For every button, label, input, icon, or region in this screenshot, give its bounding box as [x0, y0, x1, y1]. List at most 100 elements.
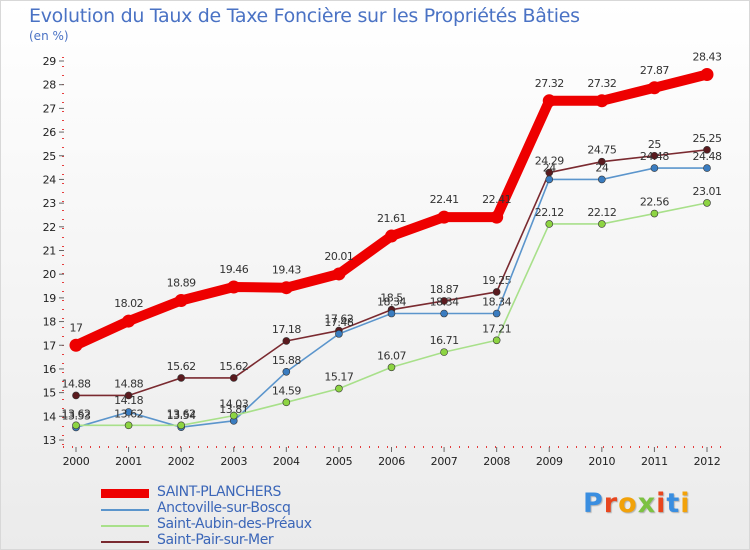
data-point: [598, 175, 606, 184]
data-point: [650, 151, 659, 160]
data-point: [282, 398, 291, 407]
data-point: [174, 293, 188, 307]
data-point: [440, 348, 448, 356]
data-point: [385, 229, 398, 243]
data-point: [542, 94, 556, 108]
data-label: 27.32: [587, 77, 616, 90]
data-label: 18.5: [380, 292, 403, 305]
data-label: 27.87: [640, 64, 669, 77]
data-point: [703, 164, 711, 172]
data-label: 23.01: [693, 185, 722, 198]
data-label: 13.53: [62, 409, 91, 422]
data-label: 17.48: [324, 316, 353, 329]
data-point: [700, 68, 714, 82]
brand-letter: P: [583, 488, 604, 519]
data-label: 19.43: [272, 264, 301, 277]
data-point: [440, 309, 448, 318]
data-point: [387, 309, 396, 318]
y-tick-label: 25: [43, 150, 57, 163]
data-label: 18.34: [482, 296, 511, 309]
data-label: 24.29: [535, 155, 564, 168]
data-point: [332, 267, 346, 281]
data-label: 13.54: [167, 409, 196, 422]
data-label: 19.46: [219, 263, 248, 276]
data-point: [387, 363, 396, 372]
y-tick-label: 22: [43, 221, 56, 234]
data-point: [124, 408, 133, 416]
y-tick-label: 21: [43, 245, 56, 258]
data-label: 15.88: [272, 354, 301, 367]
brand-logo: Proxiti: [583, 488, 691, 519]
data-label: 17.21: [482, 322, 511, 335]
y-tick-label: 26: [43, 126, 57, 139]
data-label: 16.71: [430, 334, 459, 347]
data-label: 24.75: [587, 144, 616, 157]
y-tick-label: 15: [43, 387, 57, 400]
data-label: 19.25: [482, 274, 511, 287]
data-point: [492, 288, 501, 296]
chart-unit: (en %): [29, 29, 69, 43]
data-point: [335, 330, 343, 338]
y-tick-label: 28: [43, 79, 57, 92]
data-label: 18.89: [167, 276, 196, 289]
data-label: 24: [595, 161, 608, 174]
data-label: 17.18: [272, 323, 301, 336]
data-point: [650, 209, 659, 218]
data-point: [229, 411, 238, 420]
data-label: 14.03: [219, 398, 248, 411]
brand-letter: t: [666, 488, 681, 519]
x-tick-label: 2000: [63, 455, 90, 468]
y-tick-label: 29: [43, 55, 57, 68]
data-point: [437, 210, 451, 224]
data-point: [598, 157, 606, 166]
y-tick-label: 17: [43, 339, 57, 352]
data-label: 14.88: [62, 377, 91, 390]
data-point: [282, 337, 291, 345]
y-tick-label: 20: [43, 268, 57, 281]
legend-swatch: [101, 489, 149, 498]
y-tick-label: 27: [43, 102, 57, 115]
data-point: [279, 281, 293, 295]
legend-label: Saint-Pair-sur-Mer: [157, 532, 274, 548]
data-label: 13.62: [114, 407, 143, 420]
y-tick-label: 23: [43, 197, 57, 210]
x-tick-label: 2010: [588, 455, 615, 468]
data-point: [335, 384, 343, 393]
legend-label: Saint-Aubin-des-Préaux: [157, 516, 312, 532]
data-point: [703, 146, 711, 154]
brand-letter: x: [637, 488, 657, 519]
brand-letter: o: [618, 488, 638, 519]
data-point: [647, 81, 661, 95]
data-label: 18.34: [430, 296, 459, 309]
brand-letter: i: [656, 488, 667, 519]
data-point: [227, 280, 241, 294]
x-tick-label: 2002: [168, 455, 195, 468]
data-label: 24: [543, 161, 556, 174]
x-tick-label: 2011: [641, 455, 668, 468]
data-point: [545, 175, 554, 184]
brand-letter: r: [603, 488, 619, 519]
x-tick-label: 2009: [536, 455, 563, 468]
y-tick-label: 24: [43, 173, 57, 186]
data-point: [545, 220, 554, 228]
y-tick-label: 18: [43, 316, 57, 329]
data-label: 15.62: [219, 360, 248, 373]
data-point: [69, 338, 83, 352]
data-point: [440, 297, 448, 305]
data-point: [598, 220, 606, 228]
data-label: 14.88: [114, 377, 143, 390]
data-point: [72, 421, 80, 430]
data-label: 20.01: [324, 250, 353, 263]
data-point: [490, 210, 504, 224]
data-label: 25: [648, 138, 661, 151]
data-label: 27.32: [535, 77, 564, 90]
data-point: [492, 309, 501, 318]
data-label: 25.25: [693, 132, 722, 145]
data-point: [595, 94, 609, 108]
legend-swatch: [101, 541, 149, 543]
brand-letter: i: [680, 488, 691, 519]
data-point: [229, 374, 238, 382]
y-tick-label: 13: [43, 434, 57, 447]
data-point: [177, 421, 185, 430]
